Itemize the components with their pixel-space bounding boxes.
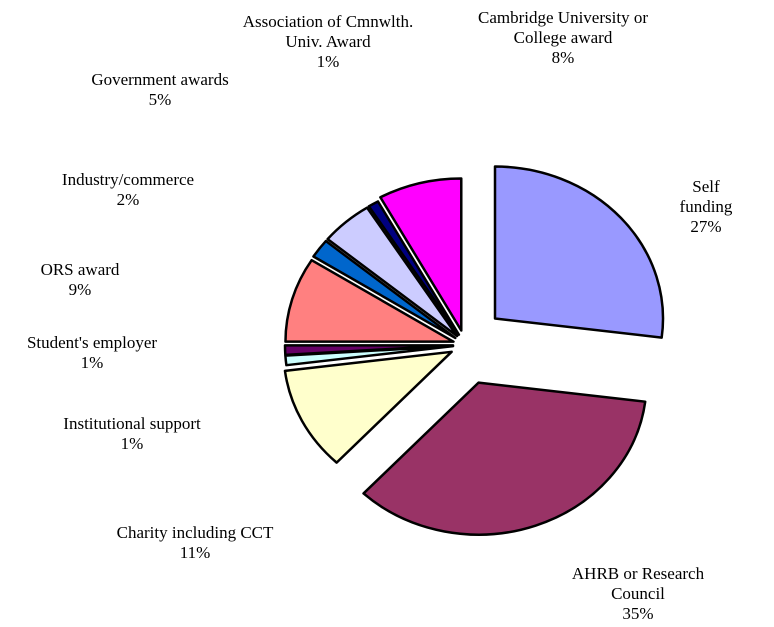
pie-slice bbox=[362, 381, 647, 536]
slice-label: Government awards 5% bbox=[91, 70, 228, 110]
value-label: 1% bbox=[316, 52, 340, 71]
value-label: 8% bbox=[551, 48, 575, 67]
category-label: Institutional support bbox=[63, 414, 201, 433]
pie-slice bbox=[493, 165, 665, 339]
value-label: 2% bbox=[116, 190, 140, 209]
pie-slice bbox=[326, 206, 459, 338]
category-label: AHRB or Research Council bbox=[571, 564, 705, 603]
value-label: 1% bbox=[120, 434, 144, 453]
slice-label: Cambridge University or College award 8% bbox=[478, 8, 648, 68]
pie-slice bbox=[284, 258, 455, 343]
value-label: 35% bbox=[622, 604, 654, 623]
category-label: Association of Cmnwlth. Univ. Award bbox=[242, 12, 414, 51]
category-label: Charity including CCT bbox=[116, 523, 274, 542]
slice-label: AHRB or Research Council 35% bbox=[570, 564, 706, 624]
slice-label: ORS award 9% bbox=[41, 260, 120, 300]
value-label: 9% bbox=[68, 280, 92, 299]
value-label: 1% bbox=[80, 353, 104, 372]
pie-slice bbox=[312, 239, 457, 340]
slice-label: Student's employer 1% bbox=[27, 333, 157, 373]
category-label: Government awards bbox=[91, 70, 229, 89]
value-label: 5% bbox=[148, 90, 172, 109]
category-label: Student's employer bbox=[26, 333, 158, 352]
slice-label: Self funding 27% bbox=[672, 177, 740, 237]
category-label: Cambridge University or College award bbox=[478, 8, 648, 47]
slice-label: Industry/commerce 2% bbox=[62, 170, 194, 210]
slice-label: Charity including CCT 11% bbox=[117, 523, 274, 563]
slice-label: Institutional support 1% bbox=[63, 414, 200, 454]
slice-label: Association of Cmnwlth. Univ. Award 1% bbox=[243, 12, 413, 72]
pie-slice bbox=[283, 344, 455, 357]
category-label: Self funding bbox=[679, 177, 733, 216]
value-label: 11% bbox=[179, 543, 211, 562]
pie-slice bbox=[379, 177, 463, 332]
pie-slice bbox=[283, 350, 453, 464]
category-label: ORS award bbox=[40, 260, 120, 279]
value-label: 27% bbox=[690, 217, 722, 236]
category-label: Industry/commerce bbox=[61, 170, 195, 189]
pie-slice bbox=[367, 200, 461, 336]
